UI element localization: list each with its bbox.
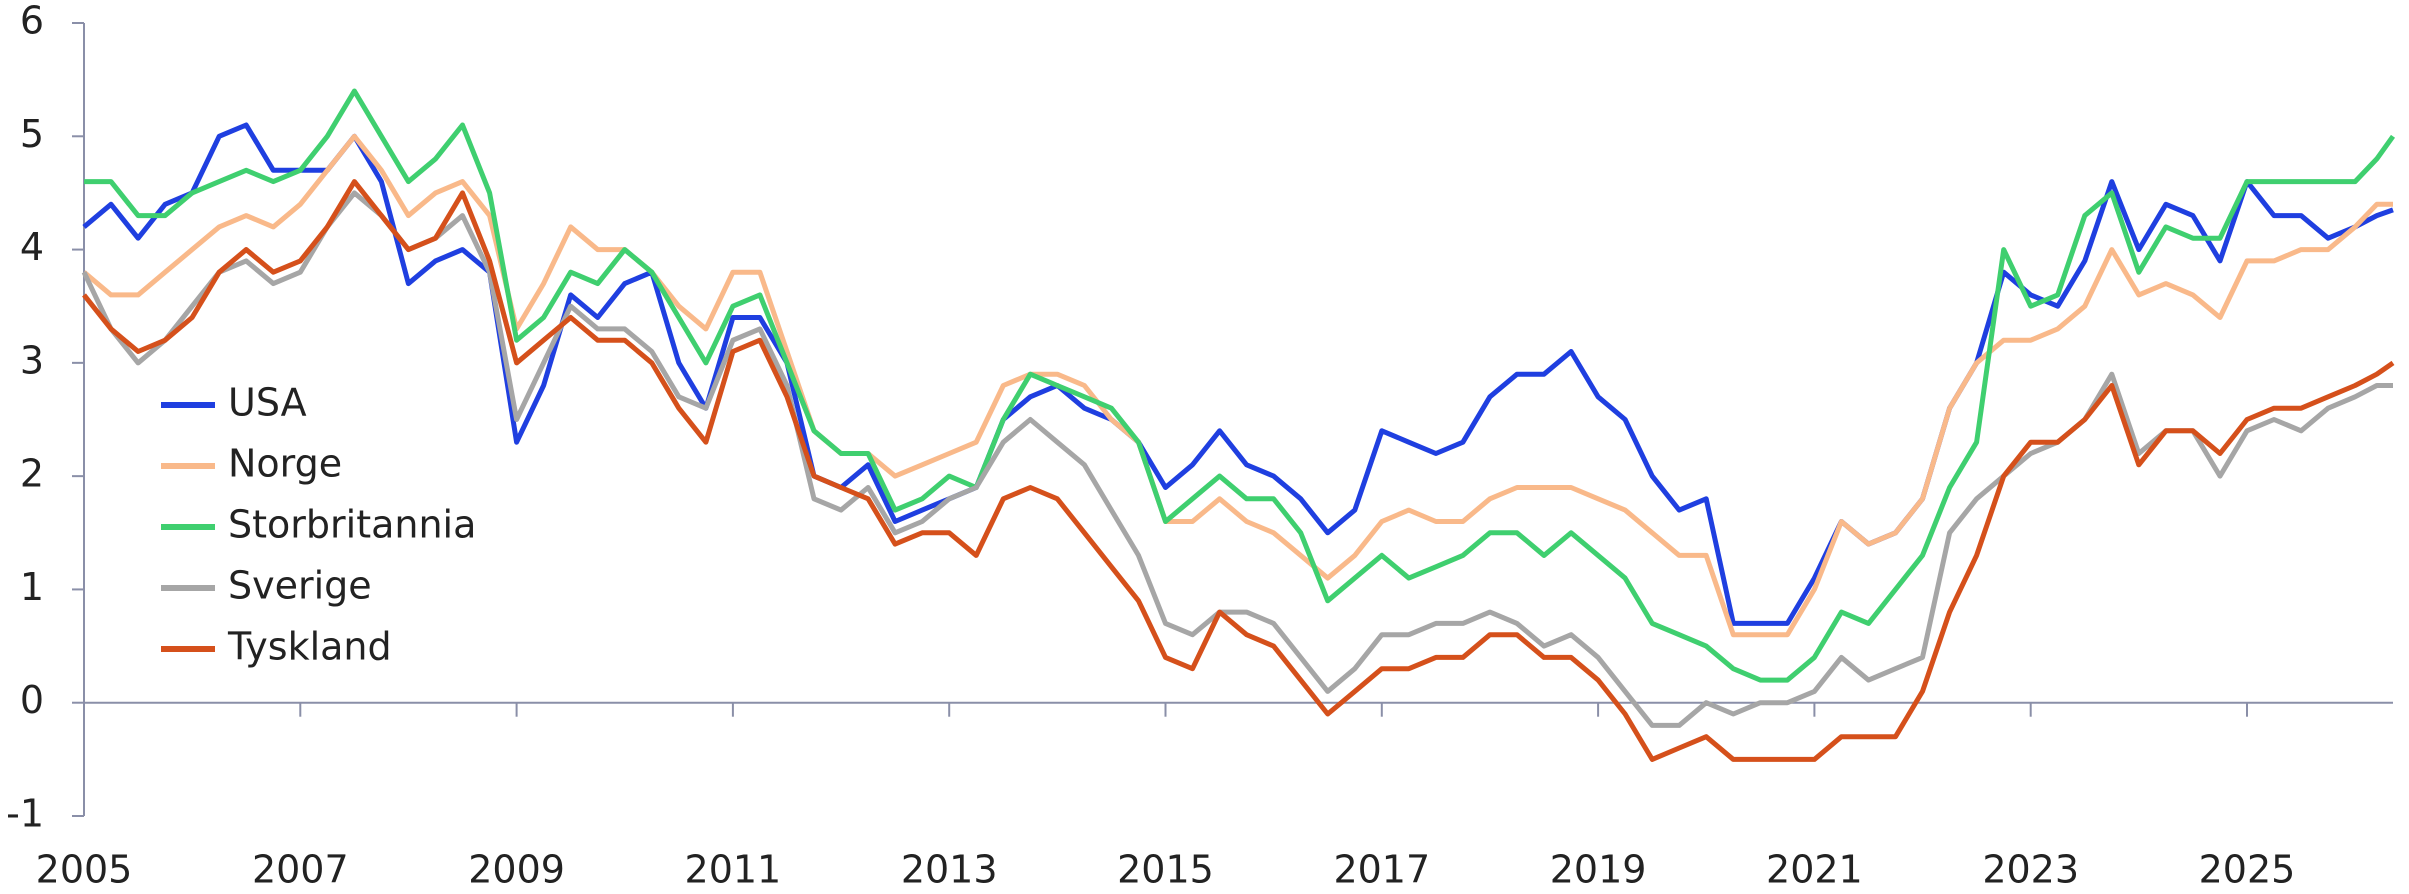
x-tick-label: 2021 — [1766, 848, 1863, 892]
series-line — [81, 190, 2393, 728]
legend-label: Norge — [228, 442, 342, 486]
y-tick-label: 5 — [20, 112, 44, 156]
y-tick-label: 0 — [20, 678, 44, 722]
legend-label: Tyskland — [227, 625, 392, 669]
series-line — [82, 179, 2395, 762]
legend-label: USA — [228, 381, 307, 425]
x-tick-label: 2007 — [252, 848, 349, 892]
legend-label: Sverige — [228, 564, 372, 608]
x-tick-label: 2019 — [1550, 848, 1647, 892]
series-line — [84, 88, 2396, 683]
y-tick-label: 3 — [20, 338, 44, 382]
series-line — [82, 133, 2393, 638]
x-tick-label: 2023 — [1982, 848, 2079, 892]
x-tick-label: 2011 — [685, 848, 782, 892]
x-tick-label: 2009 — [468, 848, 565, 892]
x-tick-label: 2025 — [2199, 848, 2296, 892]
y-tick-label: -1 — [6, 792, 44, 836]
y-tick-label: 1 — [20, 565, 44, 609]
y-tick-label: 4 — [20, 225, 44, 269]
x-tick-label: 2013 — [901, 848, 998, 892]
y-tick-label: 6 — [20, 0, 44, 43]
x-tick-label: 2017 — [1333, 848, 1430, 892]
y-tick-label: 2 — [20, 452, 44, 496]
x-tick-label: 2015 — [1117, 848, 1214, 892]
x-tick-label: 2005 — [36, 848, 133, 892]
legend-label: Storbritannia — [228, 503, 476, 547]
